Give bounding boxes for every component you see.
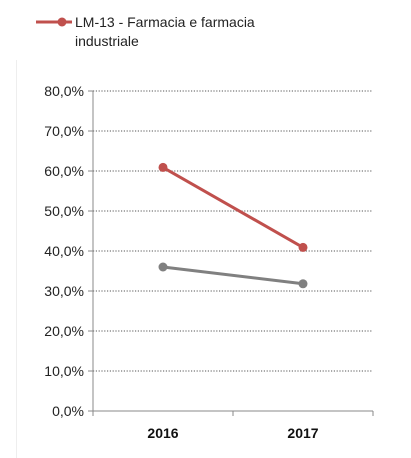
series-line-1 — [161, 165, 305, 249]
y-tick-label: 80,0% — [44, 83, 84, 99]
x-tick-label-2016: 2016 — [147, 425, 178, 441]
y-tick-label: 40,0% — [44, 243, 84, 259]
series-2-point-2017 — [298, 279, 308, 289]
y-tick-label: 50,0% — [44, 203, 84, 219]
y-tick-label: 0,0% — [52, 403, 84, 419]
legend: LM-13 - Farmacia e farmacia industriale — [36, 14, 255, 49]
axes — [88, 90, 374, 416]
y-tick-label: 60,0% — [44, 163, 84, 179]
series-1-point-2017 — [298, 242, 308, 252]
y-tick-label: 20,0% — [44, 323, 84, 339]
legend-entry-label: LM-13 - Farmacia e farmacia industriale — [75, 14, 255, 49]
x-tick-label-2017: 2017 — [287, 425, 318, 441]
series-layer — [158, 162, 308, 289]
gridlines — [93, 90, 373, 372]
y-tick-label: 70,0% — [44, 123, 84, 139]
y-tick-label: 10,0% — [44, 363, 84, 379]
x-axis-labels: 2016 2017 — [147, 425, 318, 441]
series-2-point-2016 — [158, 262, 168, 272]
series-line-2 — [161, 265, 305, 286]
series-1-point-2016 — [158, 162, 168, 172]
left-border-rule — [16, 60, 17, 458]
y-tick-label: 30,0% — [44, 283, 84, 299]
legend-point-marker — [57, 17, 67, 27]
y-axis-labels: 0,0% 10,0% 20,0% 30,0% 40,0% 50,0% 60,0% 70,0% 8… — [44, 83, 84, 419]
